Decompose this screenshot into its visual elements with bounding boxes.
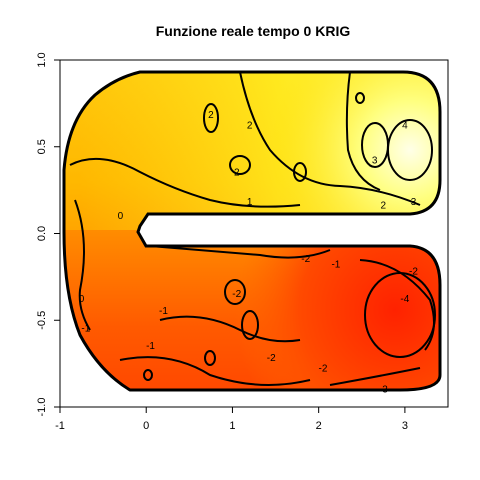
contour-label: -2 bbox=[409, 266, 418, 277]
x-tick-label: 2 bbox=[316, 420, 322, 432]
contour-label: 1 bbox=[247, 197, 253, 208]
contour-label: -3 bbox=[379, 384, 388, 395]
chart-title: Funzione reale tempo 0 KRIG bbox=[156, 23, 351, 39]
contour-label: 3 bbox=[372, 155, 378, 166]
y-tick-label: -0.5 bbox=[36, 311, 48, 330]
axes: -1 0 1 2 3 -1.0 -0.5 0.0 0.5 1.0 bbox=[36, 52, 408, 432]
y-tick-label: 0.0 bbox=[36, 226, 48, 241]
contour-label: 0 bbox=[118, 211, 124, 222]
x-tick-label: 3 bbox=[402, 420, 408, 432]
contour-label: 2 bbox=[247, 121, 253, 132]
x-tick-label: -1 bbox=[55, 420, 65, 432]
contour-lines bbox=[69, 72, 436, 386]
x-tick-label: 0 bbox=[143, 420, 149, 432]
contour-label: -1 bbox=[146, 341, 155, 352]
contour-label: -2 bbox=[267, 353, 276, 364]
y-tick-label: 0.5 bbox=[36, 139, 48, 154]
contour-label: 0 bbox=[79, 294, 85, 305]
contour-label: 2 bbox=[381, 200, 387, 211]
x-tick-label: 1 bbox=[229, 420, 235, 432]
y-tick-label: -1.0 bbox=[36, 398, 48, 417]
contour-labels: 2 2 2 1 0 -2 -1 -2 -4 -2 -1 -1 -2 -2 -3 0 -1 2 3 3 4 bbox=[79, 110, 419, 395]
contour-label: -1 bbox=[81, 324, 90, 335]
contour-label: -1 bbox=[159, 306, 168, 317]
contour-label: -2 bbox=[301, 254, 310, 265]
heatmap-field bbox=[64, 72, 440, 390]
contour-label: -2 bbox=[319, 363, 328, 374]
contour-label: 3 bbox=[411, 197, 417, 208]
domain-boundary bbox=[62, 70, 442, 392]
contour-label: 2 bbox=[234, 167, 240, 178]
contour-label: -1 bbox=[331, 259, 340, 270]
y-tick-label: 1.0 bbox=[36, 52, 48, 67]
contour-label: -4 bbox=[400, 294, 409, 305]
contour-label: 2 bbox=[208, 110, 214, 121]
contour-label: 4 bbox=[402, 121, 408, 132]
contour-label: -2 bbox=[232, 289, 241, 300]
